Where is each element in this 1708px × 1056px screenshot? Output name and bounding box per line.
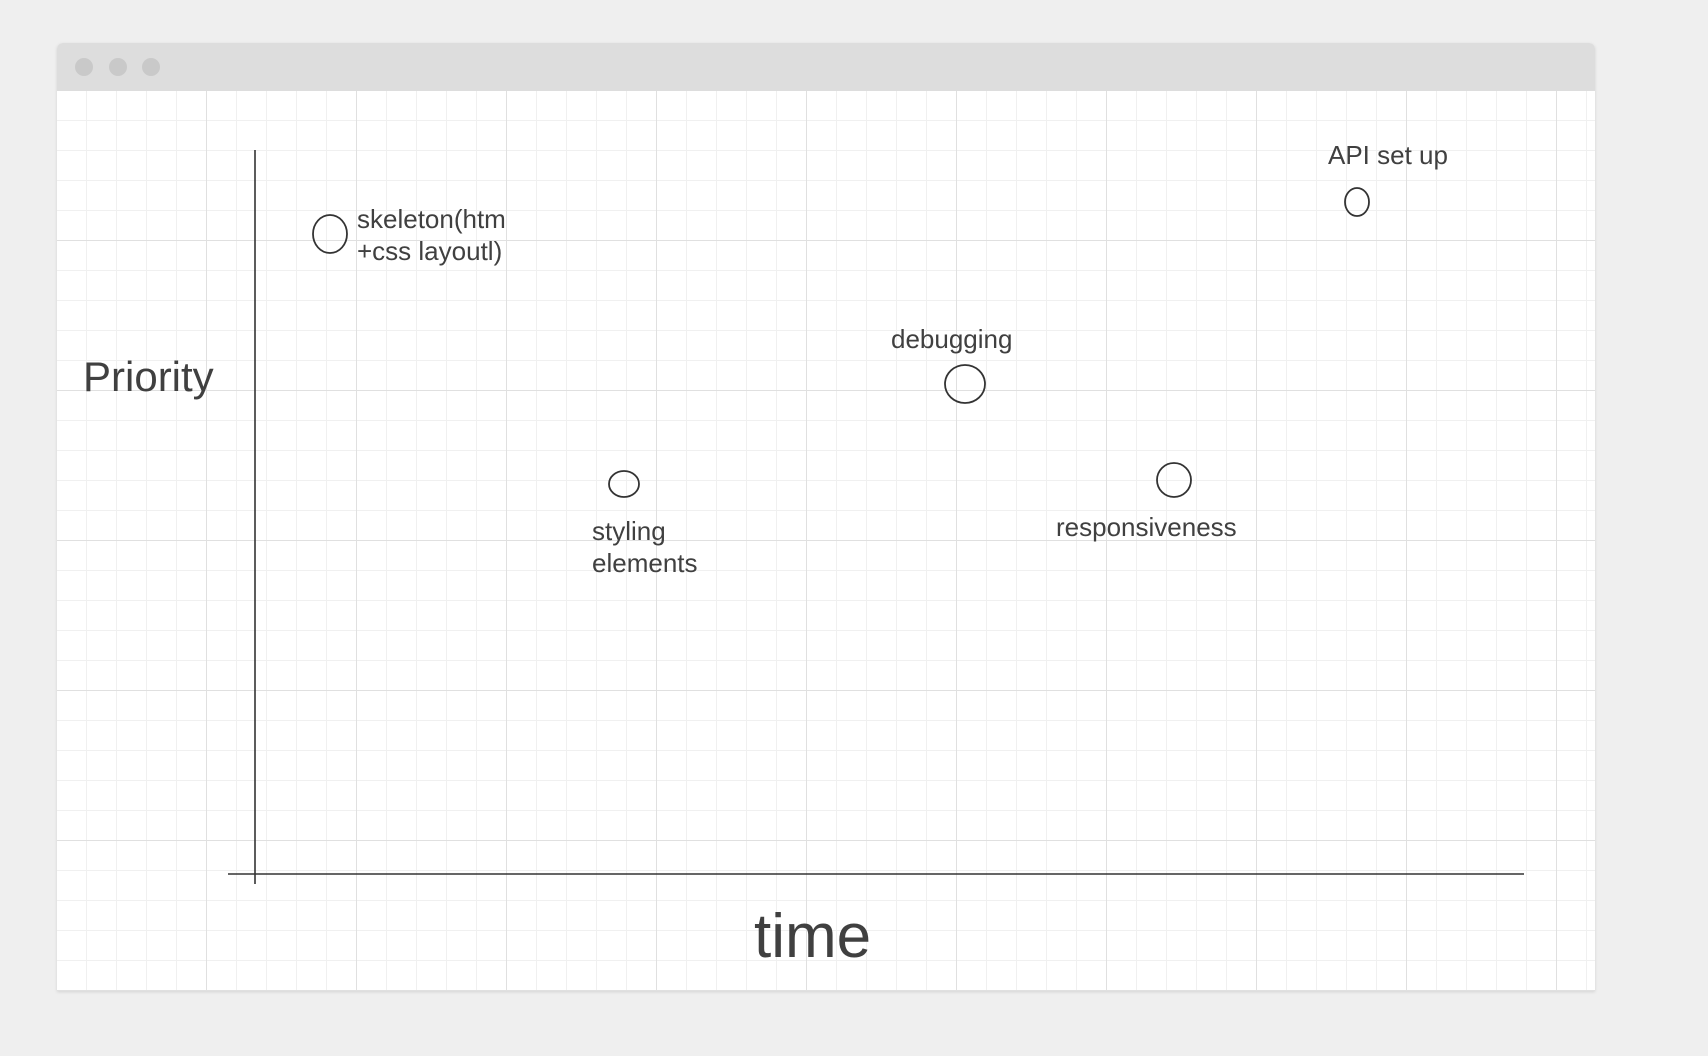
node-styling-label-line2: elements: [592, 548, 698, 578]
window-titlebar: [57, 43, 1595, 91]
node-skeleton-label-line1: skeleton(htm: [357, 204, 506, 234]
node-skeleton-label-line2: +css layoutl): [357, 236, 502, 266]
y-axis-label: Priority: [83, 353, 214, 400]
node-responsiveness-label: responsiveness: [1056, 512, 1237, 542]
minimize-window-button[interactable]: [109, 58, 127, 76]
close-window-button[interactable]: [75, 58, 93, 76]
maximize-window-button[interactable]: [142, 58, 160, 76]
node-styling-elements[interactable]: [608, 470, 640, 498]
node-api-setup-label: API set up: [1328, 140, 1448, 170]
x-axis-label: time: [754, 902, 871, 971]
node-responsiveness[interactable]: [1156, 462, 1192, 498]
node-debugging[interactable]: [944, 364, 986, 404]
node-styling-label-line1: styling: [592, 516, 666, 546]
node-api-setup[interactable]: [1344, 187, 1370, 217]
node-skeleton[interactable]: [312, 214, 348, 254]
node-debugging-label: debugging: [891, 324, 1012, 354]
